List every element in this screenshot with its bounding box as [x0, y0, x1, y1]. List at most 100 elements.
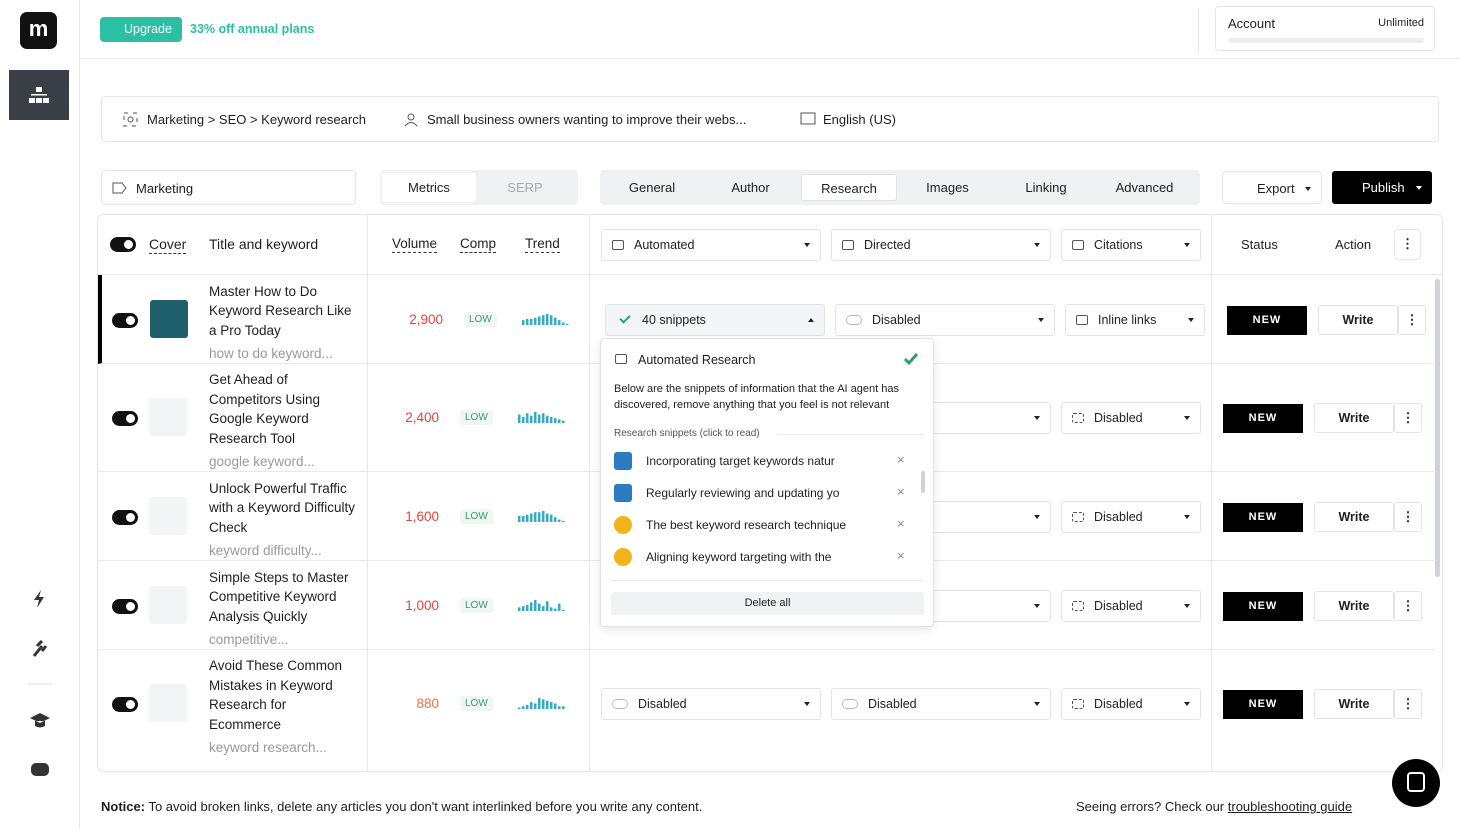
tab[interactable]: Advanced: [1115, 180, 1174, 195]
snippet[interactable]: The best keyword research technique: [646, 518, 847, 532]
remove-button[interactable]: ×: [897, 548, 905, 563]
write-button[interactable]: Write: [1314, 403, 1394, 433]
cover-image[interactable]: [149, 684, 187, 722]
export-button[interactable]: Export: [1222, 171, 1322, 204]
trend-bar: [522, 416, 525, 423]
icon: [1072, 600, 1084, 611]
trend-bar: [554, 317, 557, 325]
cover-image[interactable]: [149, 585, 187, 624]
snippet[interactable]: Regularly reviewing and updating yo: [646, 486, 840, 500]
logo[interactable]: m: [20, 12, 57, 49]
title[interactable]: Master How to Do Keyword Research Like a…: [209, 283, 352, 338]
cover-image[interactable]: [149, 496, 187, 535]
citations-select[interactable]: Citations: [1061, 229, 1201, 261]
volume: 2,400: [405, 410, 439, 425]
cover-image[interactable]: [150, 299, 188, 338]
tag-field[interactable]: Marketing: [101, 170, 356, 205]
menu-button[interactable]: ⋮: [1394, 590, 1422, 621]
write-button[interactable]: Write: [1318, 304, 1398, 335]
publish-button[interactable]: Publish: [1332, 171, 1432, 204]
chat-button[interactable]: [1392, 759, 1440, 807]
citations-select[interactable]: Disabled: [1061, 402, 1201, 434]
upgrade-button[interactable]: Upgrade: [100, 17, 182, 42]
status: NEW: [1223, 404, 1303, 433]
label: Disabled: [1094, 509, 1143, 524]
directed-select[interactable]: Disabled: [835, 303, 1055, 336]
label: Disabled: [1094, 411, 1143, 425]
toggle[interactable]: [112, 509, 138, 525]
icon: [1072, 413, 1084, 423]
remove-button[interactable]: ×: [897, 516, 905, 531]
cover-image[interactable]: [149, 398, 187, 436]
snippet[interactable]: Incorporating target keywords natur: [646, 454, 835, 468]
title[interactable]: Simple Steps to Master Competitive Keywo…: [209, 569, 349, 624]
automated-select[interactable]: 40 snippets: [605, 303, 825, 336]
account-box[interactable]: Account Unlimited: [1215, 6, 1435, 51]
volume: 1,600: [405, 508, 439, 524]
toggle[interactable]: [112, 411, 138, 426]
write-button[interactable]: Write: [1314, 689, 1394, 719]
tab[interactable]: Author: [731, 180, 770, 195]
delete-all-button[interactable]: Delete all: [611, 592, 924, 615]
caret: [1188, 317, 1194, 322]
title[interactable]: Unlock Powerful Traffic with a Keyword D…: [209, 480, 356, 535]
col-volume: Volume: [392, 236, 438, 253]
category[interactable]: Marketing > SEO > Keyword research: [147, 112, 366, 127]
view-tab[interactable]: Metrics: [382, 173, 476, 202]
menu-button[interactable]: ⋮: [1394, 501, 1422, 532]
col-action: Action: [1335, 237, 1372, 252]
automated-select[interactable]: Disabled: [601, 688, 821, 720]
label: Disabled: [1094, 697, 1143, 711]
view-tab[interactable]: SERP: [507, 180, 543, 195]
citations-select[interactable]: Disabled: [1061, 688, 1201, 720]
audience[interactable]: Small business owners wanting to improve…: [427, 112, 747, 127]
trend-bar: [526, 704, 529, 709]
menu-button[interactable]: ⋮: [1398, 304, 1426, 335]
remove-button[interactable]: ×: [897, 452, 905, 467]
col-divider: [367, 215, 368, 771]
write-button[interactable]: Write: [1314, 501, 1394, 532]
toggle[interactable]: [112, 598, 138, 614]
directed-select[interactable]: Directed: [831, 229, 1051, 261]
automated-select[interactable]: Automated: [601, 229, 821, 261]
scrollbar: [1435, 279, 1440, 577]
comp: LOW: [460, 597, 493, 613]
snippet[interactable]: Aligning keyword targeting with the: [646, 550, 832, 564]
trend-bar: [534, 703, 537, 709]
tab-bar: General Author Research Images Linking Advanc…: [600, 170, 1200, 205]
toggle-all[interactable]: [110, 237, 136, 252]
caret: [1184, 702, 1190, 706]
remove-button[interactable]: ×: [897, 484, 905, 499]
icon: [1072, 240, 1084, 250]
write-button[interactable]: Write: [1314, 590, 1394, 621]
toggle[interactable]: [112, 697, 138, 712]
trend-bar: [526, 413, 529, 423]
citations-select[interactable]: Inline links: [1065, 303, 1205, 336]
tab[interactable]: Linking: [1025, 180, 1067, 195]
view-switch: Metrics SERP: [380, 170, 578, 205]
notice-text: To avoid broken links, delete any articl…: [148, 799, 703, 814]
menu-button[interactable]: ⋮: [1394, 403, 1422, 433]
citations-select[interactable]: Disabled: [1061, 500, 1201, 533]
label: Directed: [864, 238, 911, 252]
tab[interactable]: General: [628, 180, 676, 195]
toggle[interactable]: [112, 312, 138, 328]
title[interactable]: Avoid These Common Mistakes in Keyword R…: [209, 658, 343, 732]
trend-bar: [538, 511, 541, 522]
menu-button[interactable]: ⋮: [1394, 689, 1422, 719]
trend-bar: [550, 514, 553, 522]
guide-link[interactable]: troubleshooting guide: [1227, 799, 1353, 814]
directed-select[interactable]: Disabled: [831, 688, 1051, 720]
tab[interactable]: Research: [801, 174, 897, 201]
tab[interactable]: Images: [926, 180, 969, 195]
nav-icons[interactable]: [28, 588, 52, 788]
nav-sitemap[interactable]: [9, 70, 69, 120]
comp: LOW: [464, 311, 497, 327]
divider: [611, 580, 923, 581]
citations-select[interactable]: Disabled: [1061, 589, 1201, 622]
top-bar: Upgrade 33% off annual plans Account Unl…: [80, 0, 1460, 59]
caret: [808, 317, 814, 322]
title[interactable]: Get Ahead of Competitors Using Google Ke…: [209, 372, 321, 446]
menu-button[interactable]: ⋮: [1394, 229, 1421, 260]
language[interactable]: English (US): [823, 112, 896, 127]
